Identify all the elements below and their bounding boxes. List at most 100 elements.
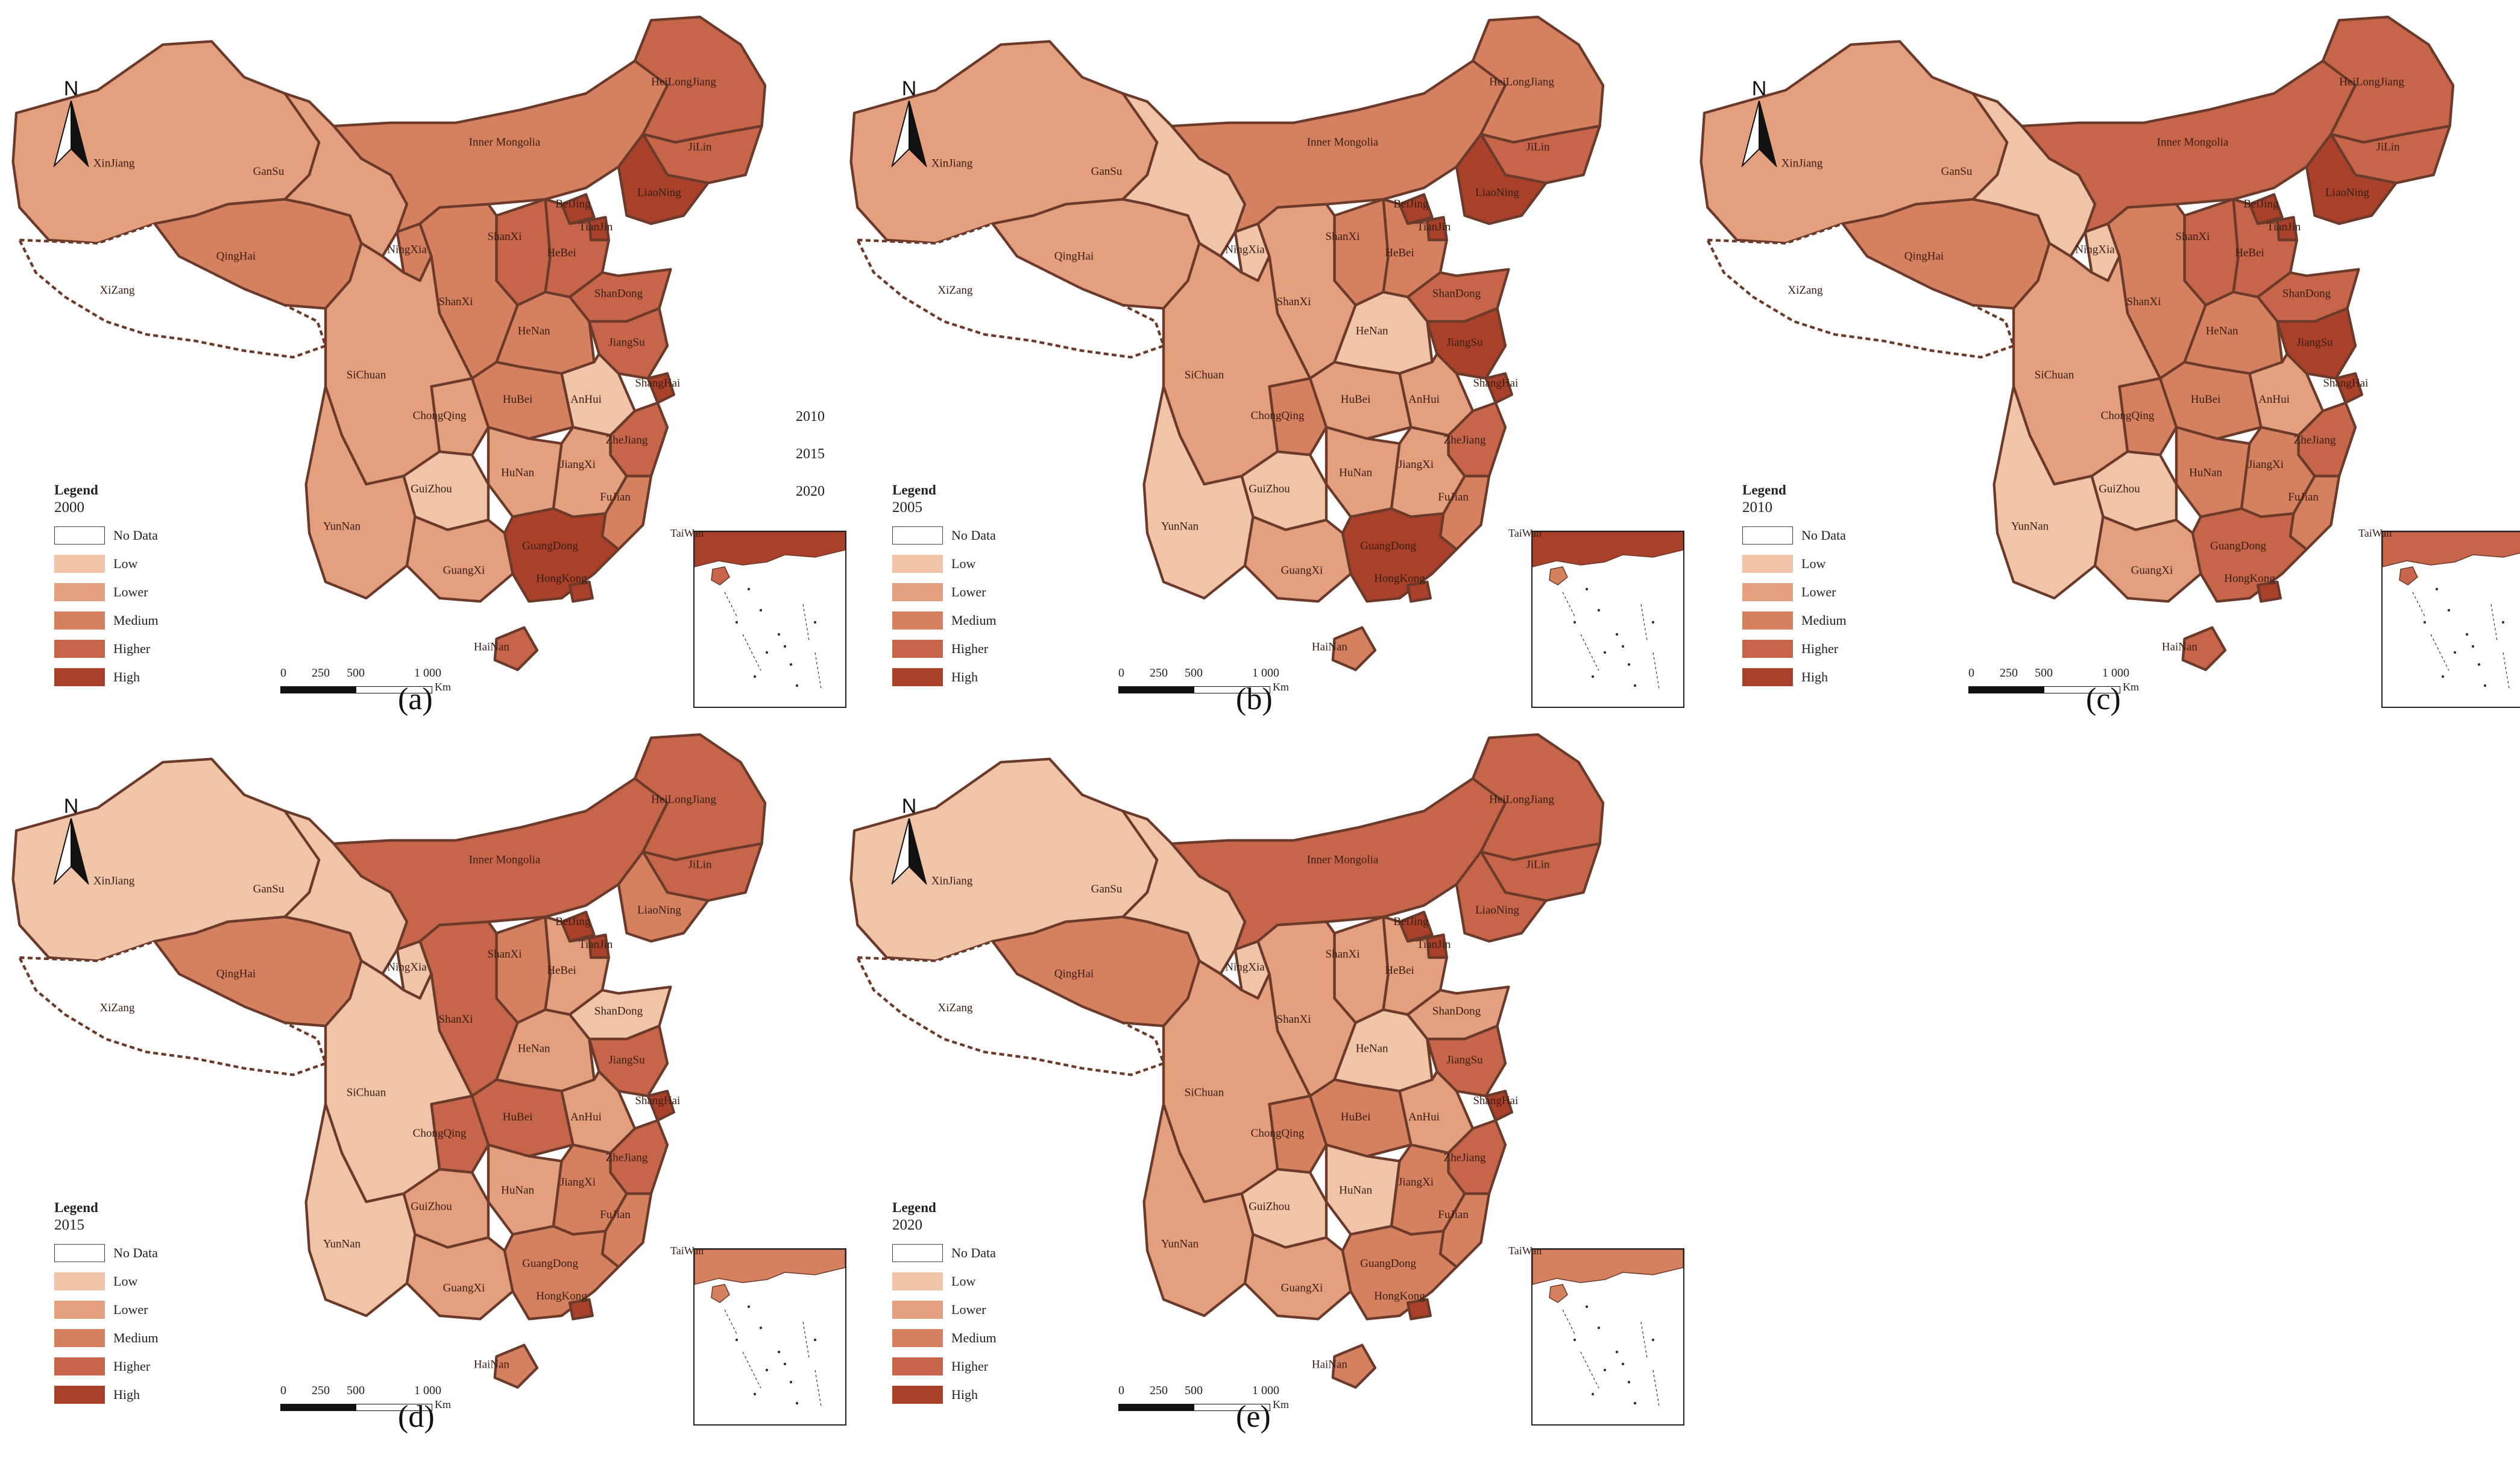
inset-island: [747, 587, 751, 591]
south-china-sea-inset: TaiWan: [2358, 527, 2520, 708]
province-label-guangxi: GuangXi: [443, 564, 485, 577]
south-china-sea-inset: TaiWan: [1508, 527, 1684, 708]
province-label-hebei: HeBei: [1385, 247, 1414, 259]
scale-tick-label: 0: [280, 1384, 286, 1397]
legend-item: No Data: [892, 521, 997, 549]
legend-label: Low: [1801, 555, 1826, 571]
province-hainan: [1331, 1344, 1377, 1389]
inset-hainan: [711, 1284, 730, 1303]
province-hongkong: [1406, 1298, 1432, 1321]
legend-swatch: [54, 611, 105, 630]
legend-item: Higher: [54, 634, 159, 663]
province-label-hubei: HuBei: [503, 1111, 533, 1123]
province-label-hainan: HaiNan: [474, 640, 510, 653]
province-yunnan: [1992, 385, 2105, 600]
province-label-liaoning: LiaoNing: [1475, 904, 1519, 917]
scale-bar: 0 250 500 1 000 Km: [280, 1384, 451, 1411]
province-liaoning: [617, 850, 710, 943]
north-arrow: N: [1735, 77, 1783, 170]
province-inner-mongolia: [332, 43, 669, 233]
province-label-jiangsu: JiangSu: [608, 336, 645, 349]
province-shanghai: [2334, 372, 2363, 405]
legend-item: Low: [54, 549, 159, 578]
province-label-yunnan: YunNan: [1161, 520, 1199, 533]
inset-island: [1597, 608, 1601, 612]
province-label-beijing: BeiJing: [1393, 915, 1429, 928]
province-guangxi: [1243, 1233, 1352, 1321]
legend-label: Low: [951, 555, 976, 571]
legend-item: Higher: [1742, 634, 1847, 663]
china-map: XinJiang XiZang QingHai GanSu Inner Mongolia…: [1699, 15, 2455, 671]
scale-tick-label: 250: [2000, 666, 2018, 680]
province-label-guangxi: GuangXi: [1281, 1282, 1323, 1295]
legend-swatch: [1742, 526, 1793, 545]
province-label-ningxia: NingXia: [387, 244, 427, 256]
province-hainan: [493, 1344, 539, 1389]
province-label-zhejiang: ZheJiang: [606, 1152, 648, 1164]
province-label-fujian: FuJian: [2288, 491, 2319, 504]
legend-swatch: [892, 1243, 943, 1262]
scale-bar-graphic: [280, 1404, 432, 1411]
inset-island: [795, 684, 799, 687]
side-year: 2010: [796, 409, 825, 425]
inset-taiwan-label: TaiWan: [670, 1245, 704, 1257]
legend-item: Higher: [54, 1352, 159, 1380]
inset-boundary: [724, 592, 737, 617]
province-guangxi: [405, 515, 514, 603]
province-label-anhui: AnHui: [2258, 393, 2290, 406]
legend-item: Higher: [892, 1352, 997, 1380]
province-label-guangdong: GuangDong: [522, 540, 578, 552]
province-hongkong: [568, 580, 594, 603]
province-label-henan: HeNan: [518, 325, 550, 338]
legend-swatch: [1742, 611, 1793, 630]
inset-hainan: [2399, 566, 2418, 586]
legend-swatch: [1742, 554, 1793, 573]
inset-mainland: [1532, 531, 1684, 567]
province-sichuan: [324, 242, 474, 486]
province-guangxi: [1243, 515, 1352, 603]
inset-island: [795, 1401, 799, 1405]
legend-item: No Data: [1742, 521, 1847, 549]
province-label-hongkong: HongKong: [1374, 1290, 1425, 1303]
scale-tick-label: 0: [1118, 1384, 1124, 1397]
inset-island: [2483, 684, 2487, 687]
legend-swatch: [54, 1300, 105, 1319]
province-label-hebei: HeBei: [547, 247, 576, 259]
legend-year: 2015: [54, 1217, 84, 1233]
province-label-jilin: JiLin: [1526, 859, 1550, 871]
province-sichuan: [1162, 959, 1312, 1204]
province-label-hunan: HuNan: [1339, 1184, 1372, 1197]
inset-island: [1615, 1350, 1619, 1354]
south-china-sea-inset: TaiWan: [670, 1245, 846, 1426]
scale-tick-label: 1 000: [2102, 666, 2129, 680]
legend-label: Lower: [113, 584, 148, 599]
province-label-guizhou: GuiZhou: [1249, 1201, 1290, 1213]
scale-tick-label: 500: [2035, 666, 2053, 680]
north-arrow-icon: [53, 818, 89, 886]
province-label-hubei: HuBei: [503, 393, 533, 406]
province-label-henan: HeNan: [518, 1043, 550, 1055]
legend-swatch: [54, 1357, 105, 1375]
panel-caption: (d): [398, 1400, 435, 1434]
china-map: XinJiang XiZang QingHai GanSu Inner Mongolia…: [11, 733, 767, 1389]
scale-tick-label: 250: [312, 1384, 330, 1397]
north-arrow: N: [885, 795, 933, 888]
province-label-gansu: GanSu: [253, 165, 285, 178]
province-label-shanxi-n: ShanXi: [2176, 230, 2210, 243]
province-yunnan: [1142, 385, 1255, 600]
province-shanghai: [1484, 372, 1513, 405]
legend-item: Higher: [892, 634, 997, 663]
province-label-guangxi: GuangXi: [1281, 564, 1323, 577]
province-label-hainan: HaiNan: [474, 1358, 510, 1371]
panel-caption: (e): [1236, 1400, 1271, 1434]
north-arrow-icon: [891, 818, 927, 886]
legend-item: Medium: [1742, 606, 1847, 634]
province-label-anhui: AnHui: [570, 1111, 602, 1123]
province-label-qinghai: QingHai: [216, 250, 256, 262]
inset-boundary: [1580, 634, 1599, 671]
legend-label: No Data: [951, 527, 996, 543]
inset-island: [2435, 587, 2439, 591]
province-label-inner-mongolia: Inner Mongolia: [469, 853, 541, 866]
inset-taiwan-label: TaiWan: [670, 527, 704, 539]
panel-caption: (c): [2086, 682, 2121, 716]
